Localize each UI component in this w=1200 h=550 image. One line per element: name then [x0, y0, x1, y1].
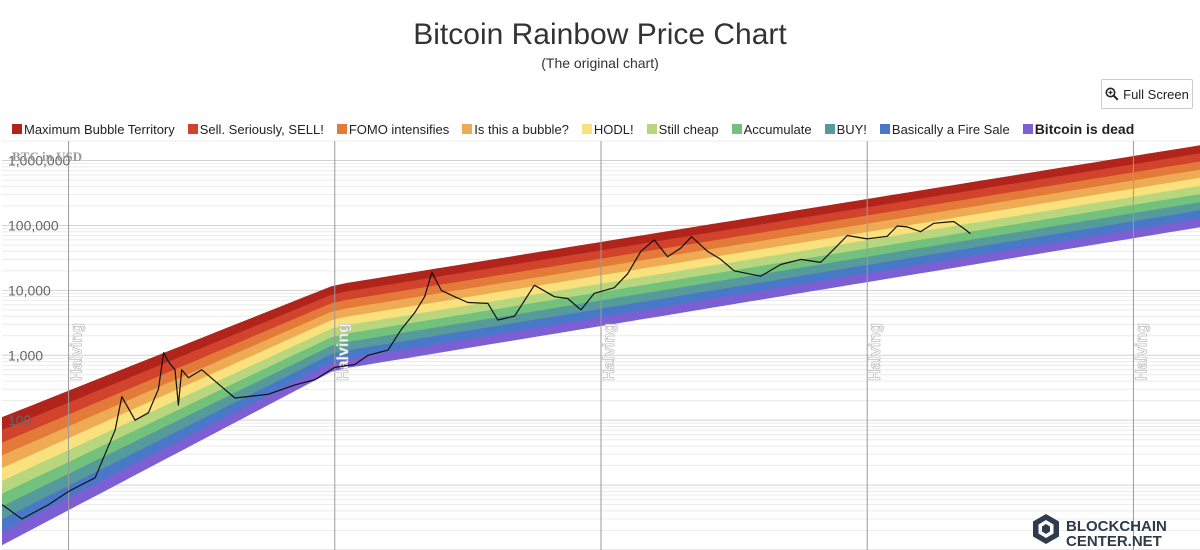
- legend-label: Bitcoin is dead: [1034, 121, 1135, 137]
- legend-swatch: [646, 124, 657, 134]
- legend-item-maximum-bubble-territory[interactable]: Maximum Bubble Territory: [12, 122, 175, 137]
- price-layer: [2, 220, 971, 520]
- legend-label: HODL!: [593, 121, 634, 137]
- legend-item-hodl[interactable]: HODL!: [581, 121, 634, 137]
- halving-label: Halving: [335, 323, 352, 381]
- legend-swatch: [1022, 124, 1033, 134]
- legend-item-still-cheap[interactable]: Still cheap: [646, 121, 719, 137]
- price-line-btc-price: [2, 220, 971, 520]
- zoom-icon: [1105, 87, 1119, 101]
- rainbow-bands: [2, 145, 1200, 546]
- halving-label: Halving: [601, 323, 618, 381]
- legend-swatch: [12, 124, 22, 134]
- legend-label: Maximum Bubble Territory: [24, 121, 175, 137]
- legend-label: Accumulate: [743, 121, 812, 137]
- blockchaincenter-logo: BLOCKCHAIN CENTER.NET: [1033, 514, 1167, 550]
- watermark-line2: CENTER.NET: [1066, 533, 1162, 550]
- full-screen-button[interactable]: Full Screen: [1101, 79, 1193, 109]
- y-axis: 1,000,000 100,000 10,000 1,000 100: [8, 153, 70, 429]
- y-tick-label: 1,000: [8, 347, 43, 363]
- legend-swatch: [731, 124, 742, 134]
- y-tick-label: 1,000,000: [8, 153, 70, 169]
- y-axis-title: BTC in USD: [12, 149, 82, 164]
- legend-swatch: [187, 124, 198, 134]
- legend-item-accumulate[interactable]: Accumulate: [731, 121, 812, 137]
- legend-swatch: [879, 124, 890, 134]
- legend-label: FOMO intensifies: [348, 121, 450, 137]
- legend-swatch: [462, 124, 473, 134]
- y-tick-label: 100,000: [8, 217, 59, 233]
- legend-label: Is this a bubble?: [474, 121, 569, 137]
- legend-item-bitcoin-is-dead[interactable]: Bitcoin is dead: [1022, 121, 1135, 137]
- legend-item-fomo-intensifies[interactable]: FOMO intensifies: [336, 121, 450, 137]
- legend-swatch: [336, 124, 347, 134]
- legend-label: Sell. Seriously, SELL!: [199, 121, 324, 137]
- legend-swatch: [581, 124, 592, 134]
- legend-swatch: [824, 124, 835, 134]
- legend-item-buy[interactable]: BUY!: [824, 121, 867, 137]
- y-tick-label: 10,000: [8, 282, 51, 298]
- halving-label: Halving: [867, 323, 884, 381]
- legend-label: BUY!: [836, 121, 867, 137]
- legend-label: Basically a Fire Sale: [891, 121, 1010, 137]
- legend-item-sell-seriously-sell[interactable]: Sell. Seriously, SELL!: [187, 121, 324, 137]
- band-bitcoin-is-dead: [2, 218, 1200, 546]
- chart-title: Bitcoin Rainbow Price Chart: [413, 18, 787, 51]
- watermark-line1: BLOCKCHAIN: [1066, 518, 1167, 535]
- halving-label: Halving: [69, 323, 86, 381]
- legend-item-is-this-a-bubble[interactable]: Is this a bubble?: [462, 122, 569, 137]
- legend-item-basically-a-fire-sale[interactable]: Basically a Fire Sale: [879, 121, 1010, 137]
- y-tick-label: 100: [8, 412, 32, 428]
- legend-label: Still cheap: [658, 121, 719, 137]
- full-screen-label: Full Screen: [1123, 86, 1189, 102]
- chart-subtitle: (The original chart): [541, 55, 659, 71]
- chart-legend: Maximum Bubble Territory Sell. Seriously,…: [12, 118, 1147, 140]
- halving-label: Halving: [1133, 323, 1150, 381]
